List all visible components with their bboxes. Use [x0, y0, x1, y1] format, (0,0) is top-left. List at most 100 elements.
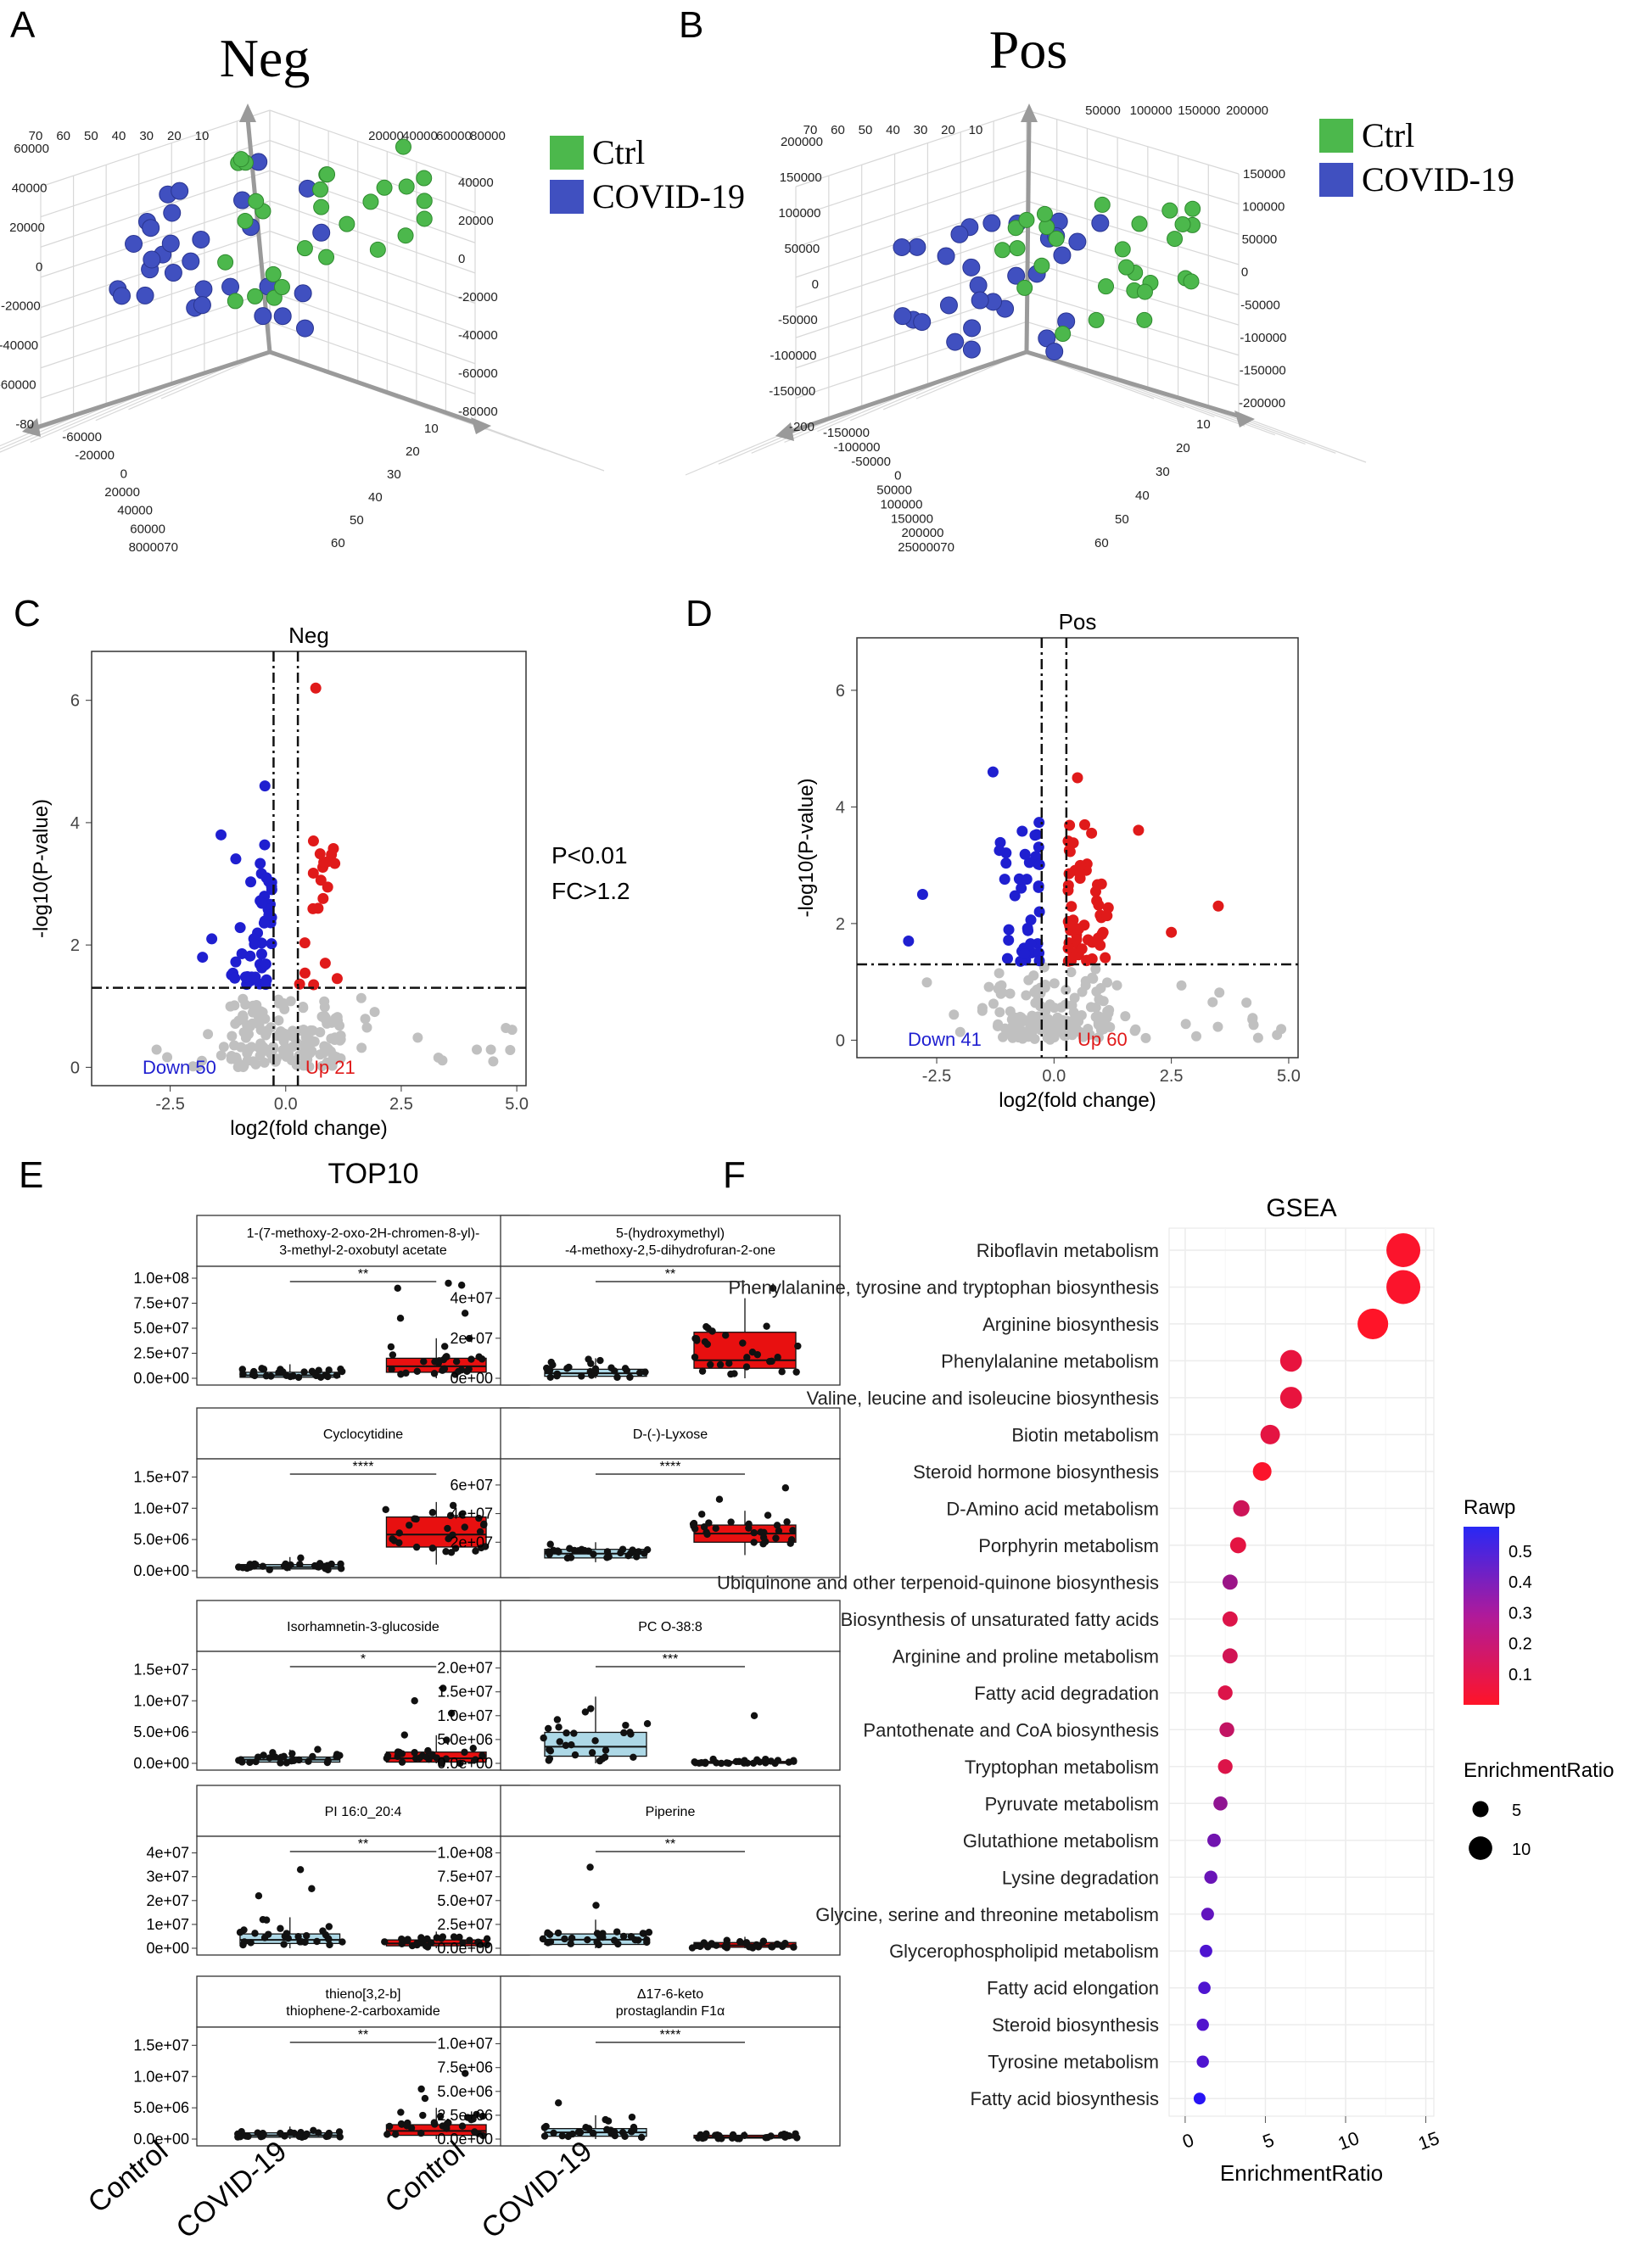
sample-point — [392, 2131, 400, 2138]
sample-point — [793, 2134, 801, 2142]
facet-header — [196, 1407, 530, 1460]
panel-letter-d: D — [686, 593, 713, 634]
pathway-dot — [1217, 1685, 1233, 1701]
sample-point — [310, 2126, 317, 2135]
sample-point — [459, 1939, 467, 1947]
down-point — [1033, 817, 1045, 829]
panel-letter-c: C — [14, 593, 41, 634]
down-point — [903, 936, 915, 947]
sample-point — [249, 1371, 257, 1379]
sample-point — [619, 1932, 628, 1941]
sample-point — [463, 1367, 471, 1375]
pathway-dot — [1200, 1944, 1212, 1958]
sample-point — [750, 1712, 758, 1720]
sample-point — [546, 1550, 553, 1558]
pathway-dot — [1357, 1308, 1389, 1339]
ns-point — [1069, 992, 1080, 1003]
sample-point — [563, 1729, 570, 1737]
sample-point — [251, 1930, 259, 1937]
sample-point — [475, 1938, 483, 1947]
gridline — [269, 109, 476, 183]
sample-point — [283, 1930, 291, 1937]
sample-point — [578, 1372, 585, 1380]
down-count-label: Down 50 — [143, 1057, 216, 1078]
pathway-dot — [1222, 1648, 1238, 1664]
tick-label: 40 — [368, 490, 383, 505]
sample-point — [553, 1372, 561, 1380]
y-tick-label: 2 — [70, 936, 80, 955]
covid-point — [143, 250, 161, 269]
down-point — [249, 971, 261, 983]
ctrl-point — [319, 166, 336, 183]
gridline — [40, 109, 271, 187]
facet-plot-area — [500, 2026, 841, 2147]
ns-point — [355, 992, 367, 1003]
sample-point — [449, 1501, 457, 1510]
ns-point — [1013, 1032, 1024, 1043]
sample-point — [598, 1755, 607, 1762]
group-label: COVID-19 — [171, 2135, 294, 2245]
ns-point — [485, 1044, 496, 1055]
pathway-dot — [1222, 1574, 1238, 1590]
up-point — [1096, 929, 1108, 941]
sample-point — [412, 1515, 420, 1523]
ns-point — [304, 1061, 315, 1072]
boxplot-facet: PC O-38:8 2.0e+07 1.5e+07 1.0e+07 5.0e+06 0.0… — [437, 1600, 841, 1772]
ns-point — [488, 1056, 499, 1067]
facet-header — [196, 1600, 530, 1652]
y-tick-label: 3e+07 — [146, 1869, 189, 1885]
ns-point — [218, 1042, 229, 1053]
sample-point — [727, 1370, 735, 1378]
sample-point — [394, 1284, 401, 1293]
sample-point — [587, 1705, 595, 1712]
tick-label: 40000 — [458, 176, 494, 190]
ns-point — [369, 1007, 380, 1018]
ns-point — [993, 983, 1004, 994]
sample-point — [602, 2115, 609, 2124]
sample-point — [290, 1757, 298, 1765]
sample-point — [698, 1511, 706, 1518]
sample-point — [449, 1531, 456, 1539]
ns-point — [240, 1032, 251, 1043]
down-point — [256, 897, 268, 909]
tick-label: -80 — [15, 417, 34, 432]
ctrl-point — [994, 242, 1011, 259]
ns-point — [270, 1056, 281, 1067]
ctrl-point — [1114, 241, 1131, 258]
tick-label: -200 — [789, 420, 814, 434]
sample-point — [769, 1284, 777, 1293]
down-point — [1031, 829, 1043, 841]
ns-point — [1207, 997, 1218, 1008]
ctrl-point — [416, 193, 433, 209]
covid-point — [937, 247, 955, 265]
sample-point — [464, 2114, 472, 2121]
sample-point — [266, 1754, 273, 1762]
ns-point — [1052, 1012, 1063, 1023]
tick-label: 200000 — [1226, 103, 1268, 118]
ns-point — [1102, 1006, 1113, 1017]
tick-label: -50000 — [1240, 298, 1280, 312]
tick-label: 150000 — [1243, 167, 1285, 182]
sample-point — [554, 1929, 563, 1937]
sample-point — [416, 1754, 423, 1762]
left-axis — [786, 349, 1027, 435]
tick-label: 60 — [831, 123, 845, 137]
ns-point — [1035, 988, 1046, 999]
pathway-dot — [1279, 1349, 1302, 1372]
sample-point — [294, 1373, 303, 1382]
sample-point — [603, 1554, 611, 1561]
sample-point — [303, 2130, 311, 2138]
axis-arrowhead — [1234, 411, 1255, 427]
down-point — [1019, 947, 1031, 959]
up-point — [1082, 934, 1094, 946]
sample-point — [630, 1753, 637, 1761]
tick-label: 20 — [167, 129, 182, 143]
pathway-dot — [1229, 1537, 1246, 1554]
up-point — [307, 835, 319, 847]
sample-point — [325, 1366, 333, 1374]
sample-point — [774, 1353, 781, 1361]
gridline — [269, 200, 476, 274]
down-point — [1016, 825, 1028, 837]
facet-header — [500, 1215, 841, 1267]
x-tick-label: 2.5 — [1160, 1067, 1184, 1086]
